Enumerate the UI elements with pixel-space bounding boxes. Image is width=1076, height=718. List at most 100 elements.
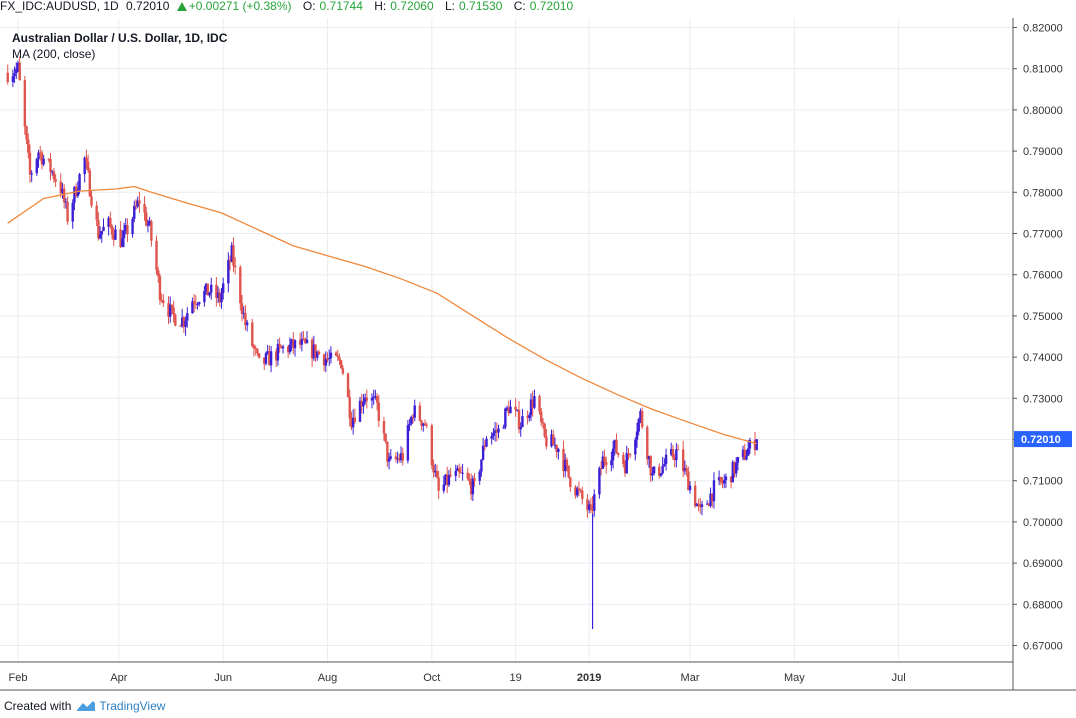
candle-body (457, 468, 461, 473)
candle-body (47, 158, 50, 160)
candle-body (16, 62, 20, 69)
candle-body (61, 188, 64, 194)
candle-body (430, 425, 434, 466)
candle-body (370, 397, 374, 401)
candle-body (569, 477, 572, 488)
candle-body (257, 353, 261, 358)
candle-body (495, 430, 498, 433)
candle-body (191, 301, 194, 314)
candle-body (579, 490, 582, 492)
candle-body (389, 456, 392, 459)
candle-body (628, 454, 632, 456)
candle-body (305, 339, 309, 344)
candle-body (133, 205, 136, 219)
candle-body (358, 400, 362, 422)
candle-body (6, 72, 9, 83)
candle-body (109, 217, 112, 227)
candle-body (174, 314, 177, 326)
plot-area (0, 18, 1013, 662)
candle-body (406, 425, 410, 461)
candle-body (210, 284, 213, 293)
candle-body (565, 459, 569, 466)
candle-body (755, 439, 758, 451)
candle-body (232, 245, 235, 266)
candle-body (206, 283, 210, 296)
candle-body (673, 457, 676, 461)
candle-body (168, 304, 172, 317)
candle-body (228, 259, 232, 262)
candle-body (483, 445, 487, 447)
y-tick-label: 0.70000 (1023, 517, 1063, 529)
candle-body (266, 351, 269, 354)
candle-body (51, 171, 54, 173)
candle-body (162, 300, 165, 304)
candle-body (146, 224, 150, 226)
candle-body (251, 322, 254, 346)
candle-body (471, 478, 475, 495)
candle-body (281, 346, 285, 349)
candle-body (447, 474, 451, 485)
candle-body (623, 463, 627, 474)
candle-body (432, 465, 435, 473)
candle-body (245, 322, 249, 326)
candle-body (384, 433, 387, 442)
candle-body (514, 406, 517, 410)
x-tick-label: Aug (318, 672, 338, 684)
candle-body (712, 480, 716, 502)
candle-body (529, 399, 533, 416)
candle-body (316, 351, 319, 358)
tradingview-logo[interactable]: TradingView (76, 699, 165, 713)
candle-body (577, 488, 581, 491)
candle-body (329, 352, 333, 359)
candle-body (493, 430, 497, 433)
low-value: 0.71530 (459, 0, 503, 13)
candle-body (664, 454, 668, 464)
candle-body (693, 485, 697, 507)
candle-body (334, 352, 338, 356)
candle-body (746, 448, 750, 456)
candle-body (741, 449, 745, 458)
candle-body (386, 441, 389, 462)
candle-body (76, 190, 80, 197)
candle-body (454, 470, 457, 476)
candle-body (314, 344, 317, 358)
candle-body (240, 303, 244, 314)
candle-body (528, 415, 531, 418)
x-tick-label: Jun (214, 672, 232, 684)
candle-body (723, 480, 726, 484)
candle-body (733, 461, 736, 474)
legend-title: Australian Dollar / U.S. Dollar, 1D, IDC (12, 31, 228, 45)
candle-body (610, 460, 613, 466)
candle-body (25, 126, 28, 140)
candle-body (425, 424, 428, 426)
candle-body (634, 439, 637, 455)
candle-body (743, 449, 746, 460)
y-tick-label: 0.77000 (1023, 229, 1063, 241)
candle-body (639, 411, 642, 420)
candle-body (192, 301, 196, 304)
candle-body (601, 456, 605, 469)
candle-body (613, 440, 616, 449)
candle-body (71, 202, 74, 222)
candle-body (230, 245, 233, 262)
ohlc-open: O: 0.71744 (303, 0, 367, 13)
candle-body (699, 504, 702, 508)
candle-body (671, 449, 675, 458)
candle-body (685, 468, 688, 472)
candle-body (649, 456, 652, 476)
candle-body (278, 343, 281, 347)
candle-body (114, 229, 117, 240)
candle-body (256, 349, 259, 354)
candle-body (593, 494, 596, 511)
ohlc-low: L: 0.71530 (445, 0, 506, 13)
candle-body (647, 456, 651, 460)
candle-body (587, 504, 591, 510)
y-tick-label: 0.79000 (1023, 146, 1063, 158)
candle-body (88, 170, 92, 197)
candle-body (324, 358, 327, 366)
candle-body (30, 173, 33, 175)
candle-body (198, 302, 201, 304)
x-tick-label: 2019 (577, 672, 601, 684)
candle-body (23, 80, 27, 127)
